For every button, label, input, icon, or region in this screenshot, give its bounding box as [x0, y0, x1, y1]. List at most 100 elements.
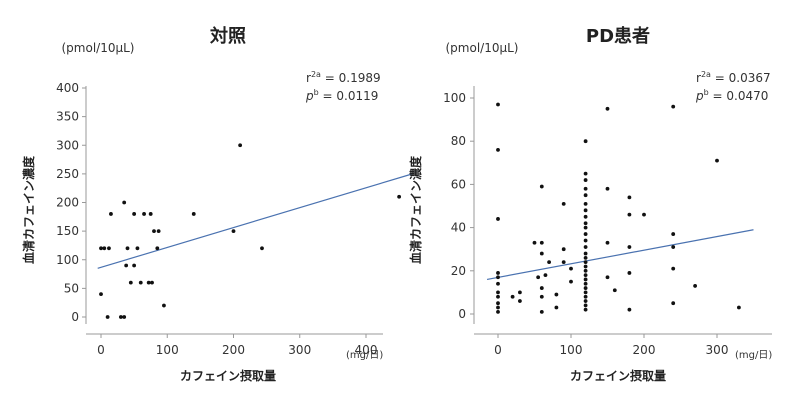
- data-point: [605, 106, 610, 111]
- p-equals: =: [709, 89, 727, 103]
- y-tick-label: 0: [458, 307, 466, 321]
- data-point: [532, 240, 537, 245]
- data-points: [99, 143, 402, 319]
- data-point: [496, 275, 500, 280]
- x-axis-label: カフェイン摂取量: [180, 368, 276, 383]
- data-point: [496, 309, 500, 314]
- data-point: [583, 255, 588, 260]
- data-point: [231, 229, 236, 234]
- y-tick-label: 350: [56, 110, 79, 124]
- data-point: [107, 246, 111, 251]
- data-point: [496, 294, 500, 299]
- r-label: r: [696, 71, 701, 85]
- data-point: [583, 277, 588, 282]
- y-axis-label: 血清カフェイン濃度: [21, 155, 36, 264]
- y-unit-label: (pmol/10μL): [62, 41, 135, 55]
- x-tick-label: 200: [222, 343, 245, 357]
- data-point: [539, 184, 544, 189]
- data-point: [627, 212, 632, 217]
- data-point: [99, 292, 103, 296]
- y-tick-label: 400: [56, 81, 79, 95]
- x-tick-label: 0: [494, 343, 502, 357]
- r-label: r: [306, 71, 311, 85]
- chart-pd-patients: PD患者 (pmol/10μL) 血清カフェイン濃度 カフェイン摂取量 (mg/…: [408, 26, 772, 383]
- data-point: [539, 240, 544, 245]
- data-point: [583, 281, 588, 286]
- p-value-stat: pb = 0.0470: [695, 88, 768, 103]
- data-point: [583, 286, 588, 290]
- y-tick-label: 40: [451, 221, 466, 235]
- p-sup: b: [704, 88, 709, 97]
- data-point: [605, 186, 610, 191]
- x-axis-label: カフェイン摂取量: [570, 368, 666, 383]
- data-point: [124, 263, 129, 268]
- data-point: [583, 290, 588, 295]
- data-point: [539, 294, 544, 299]
- data-point: [496, 281, 500, 286]
- data-point: [539, 251, 544, 256]
- data-point: [162, 303, 166, 308]
- y-tick-label: 0: [71, 310, 79, 324]
- regression-line: [97, 173, 413, 269]
- data-point: [583, 307, 588, 312]
- data-point: [148, 212, 153, 216]
- p-value-stat: pb = 0.0119: [305, 88, 378, 103]
- data-point: [605, 240, 610, 245]
- data-point: [99, 246, 103, 251]
- data-point: [583, 238, 588, 243]
- y-tick-label: 20: [451, 264, 466, 278]
- data-point: [397, 194, 402, 199]
- p-label: p: [305, 89, 314, 103]
- data-point: [518, 290, 522, 295]
- data-point: [583, 264, 588, 269]
- data-point: [642, 212, 646, 217]
- data-point: [496, 301, 500, 306]
- data-point: [132, 263, 137, 268]
- stats-annotation: r2a = 0.0367 pb = 0.0470: [695, 70, 771, 103]
- data-point: [238, 143, 243, 148]
- data-point: [554, 292, 559, 297]
- data-point: [128, 280, 133, 285]
- y-tick-label: 300: [56, 138, 79, 152]
- y-tick-label: 50: [64, 281, 79, 295]
- y-tick-label: 150: [56, 224, 79, 238]
- data-point: [583, 225, 588, 230]
- data-point: [583, 139, 588, 144]
- y-tick-label: 60: [451, 177, 466, 191]
- y-tick-label: 80: [451, 134, 466, 148]
- data-point: [496, 271, 500, 275]
- data-point: [105, 315, 110, 319]
- data-point: [583, 303, 588, 308]
- r-value: 0.1989: [339, 71, 381, 85]
- p-sup: b: [314, 88, 319, 97]
- data-point: [583, 232, 588, 236]
- data-point: [152, 229, 156, 234]
- x-tick-label: 200: [633, 343, 656, 357]
- data-point: [561, 260, 566, 265]
- data-point: [583, 221, 588, 226]
- r-equals: =: [321, 71, 339, 85]
- data-point: [569, 279, 573, 284]
- data-points: [496, 102, 741, 314]
- stats-annotation: r2a = 0.1989 pb = 0.0119: [305, 70, 381, 103]
- data-point: [583, 186, 588, 191]
- data-point: [561, 201, 566, 206]
- data-point: [125, 246, 130, 251]
- data-point: [496, 217, 500, 221]
- data-point: [109, 212, 113, 216]
- y-tick-label: 100: [56, 253, 79, 267]
- y-ticks: 0 50 100 150 200 250 300 350 400: [56, 81, 86, 324]
- data-point: [671, 266, 676, 271]
- data-point: [671, 104, 676, 109]
- data-point: [627, 307, 632, 312]
- data-point: [737, 305, 741, 310]
- x-tick-label: 100: [156, 343, 179, 357]
- data-point: [583, 193, 588, 198]
- x-tick-label: 0: [97, 343, 105, 357]
- data-point: [605, 275, 610, 280]
- chart-control: 対照 (pmol/10μL) 血清カフェイン濃度 カフェイン摂取量 (mg/日)…: [21, 25, 413, 383]
- data-point: [583, 273, 588, 278]
- x-unit-label: (mg/日): [346, 350, 383, 361]
- r-squared-stat: r2a = 0.0367: [696, 70, 771, 85]
